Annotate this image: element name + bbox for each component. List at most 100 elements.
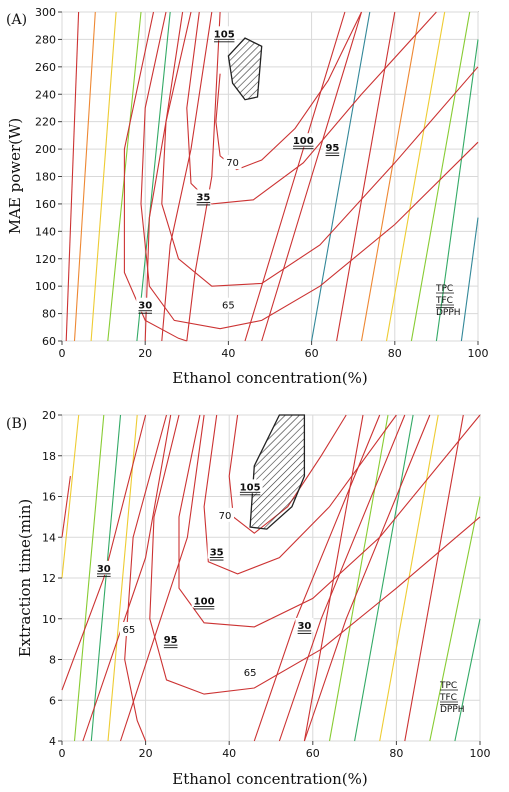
legend-entry-tfc: TFC — [439, 693, 457, 703]
contour-line-dpph — [123, 11, 187, 342]
y-tick-label: 240 — [35, 88, 56, 101]
contour-label: 65 — [241, 664, 260, 679]
contour-line-tpc — [107, 414, 138, 742]
contour-label-text: 30 — [297, 621, 311, 632]
contour-label-text: 95 — [325, 143, 339, 154]
y-tick-label: 18 — [42, 450, 56, 463]
contour-line-dpph — [124, 414, 168, 742]
panel-b: (B) 105 70 35 100 30 65 95 65 30 0 20 40 60 80 100 4 6… — [6, 409, 491, 788]
legend-entry-tfc: TFC — [435, 296, 453, 306]
contour-line-tpc — [360, 11, 421, 342]
x-tick-label: 100 — [470, 747, 491, 760]
x-tick-label: 40 — [221, 347, 235, 360]
contour-label-text: 65 — [222, 301, 235, 312]
legend-entry-dpph: DPPH — [440, 705, 465, 715]
y-tick-label: 14 — [42, 531, 56, 544]
contour-label: 35 — [194, 189, 213, 206]
contour-line-dpph — [149, 414, 481, 695]
contour-line-tpc — [410, 11, 471, 342]
series-tpc — [65, 11, 479, 342]
contour-label-bg — [237, 479, 263, 494]
contour-line-tpc — [73, 11, 96, 342]
contour-label-bg — [211, 26, 237, 41]
contour-line-tpc — [385, 11, 446, 342]
panel-a: (A) 105 100 95 70 35 65 30 0 20 40 60 80 100 60 80 10… — [6, 6, 489, 387]
contour-line-tpc — [303, 414, 364, 742]
panel-b-optimum-region — [249, 414, 306, 530]
contour-line-tfc — [278, 414, 406, 742]
panel-b-label: (B) — [6, 416, 27, 432]
optimum-region — [227, 37, 263, 101]
contour-label-bg — [216, 507, 235, 522]
contour-label-bg — [119, 621, 138, 636]
y-tick-label: 6 — [49, 694, 56, 707]
panel-a-contour-labels: 105 100 95 70 35 65 30 — [136, 26, 342, 314]
contour-label: 100 — [191, 593, 217, 610]
contour-line-tpc — [90, 414, 122, 742]
contour-line-tpc — [460, 217, 479, 342]
y-tick-label: 60 — [42, 335, 56, 348]
contour-label-bg — [290, 133, 316, 148]
panel-b-contours — [61, 414, 481, 742]
contour-label: 95 — [323, 140, 342, 157]
contour-line-tpc — [65, 11, 80, 342]
y-tick-label: 20 — [42, 409, 56, 422]
y-tick-label: 300 — [35, 6, 56, 19]
panel-b-y-axis-label: Extraction time(min) — [16, 499, 34, 658]
panel-a-x-ticks: 0 20 40 60 80 100 — [59, 341, 489, 360]
series-tfc — [61, 414, 431, 742]
contour-line-tpc — [354, 414, 414, 742]
y-tick-label: 4 — [49, 735, 56, 748]
x-tick-label: 20 — [138, 347, 152, 360]
contour-line-tfc — [144, 11, 192, 342]
x-tick-label: 100 — [468, 347, 489, 360]
contour-line-dpph — [203, 414, 397, 575]
contour-line-dpph — [161, 11, 479, 287]
x-tick-label: 20 — [139, 747, 153, 760]
y-tick-label: 160 — [35, 198, 56, 211]
contour-line-tpc — [311, 11, 371, 342]
y-tick-label: 180 — [35, 171, 56, 184]
panel-b-x-axis-label: Ethanol concentration(%) — [172, 770, 367, 788]
contour-label: 95 — [161, 632, 180, 649]
contour-label-bg — [241, 664, 260, 679]
contour-label-text: 70 — [226, 158, 239, 169]
contour-label-text: 35 — [210, 548, 224, 559]
contour-label-text: 65 — [123, 625, 136, 636]
y-tick-label: 200 — [35, 143, 56, 156]
panel-a-optimum-region — [227, 37, 263, 101]
contour-line-tfc — [261, 11, 363, 342]
contour-line-tfc — [186, 11, 221, 342]
legend-entry-tpc: TPC — [439, 681, 457, 691]
contour-line-tpc — [336, 11, 396, 342]
x-tick-label: 60 — [306, 747, 320, 760]
contour-label: 30 — [136, 297, 155, 314]
contour-line-tpc — [328, 414, 389, 742]
contour-label-bg — [194, 189, 213, 204]
legend-entry-tpc: TPC — [435, 284, 453, 294]
x-tick-label: 40 — [222, 747, 236, 760]
contour-label-text: 105 — [240, 482, 261, 493]
contour-line-tpc — [454, 618, 481, 742]
contour-label-bg — [295, 617, 314, 632]
contour-line-tpc — [404, 414, 464, 742]
contour-line-tpc — [435, 39, 479, 342]
contour-line-tfc — [82, 414, 172, 742]
contour-label: 70 — [223, 155, 242, 170]
x-tick-label: 60 — [305, 347, 319, 360]
y-tick-label: 8 — [49, 654, 56, 667]
contour-line-tpc — [73, 414, 105, 742]
contour-label-text: 65 — [244, 668, 257, 679]
optimum-region — [249, 414, 306, 530]
contour-line-dpph — [178, 414, 481, 628]
contour-line-dpph — [215, 11, 362, 171]
contour-label-text: 100 — [194, 596, 215, 607]
panel-a-y-axis-label: MAE power(W) — [6, 118, 24, 235]
x-tick-label: 0 — [59, 747, 66, 760]
y-tick-label: 100 — [35, 280, 56, 293]
contour-line-tfc — [303, 414, 431, 742]
contour-label: 100 — [290, 133, 316, 150]
contour-label-bg — [161, 632, 180, 647]
contour-label-text: 95 — [164, 635, 178, 646]
contour-line-tpc — [61, 414, 80, 579]
